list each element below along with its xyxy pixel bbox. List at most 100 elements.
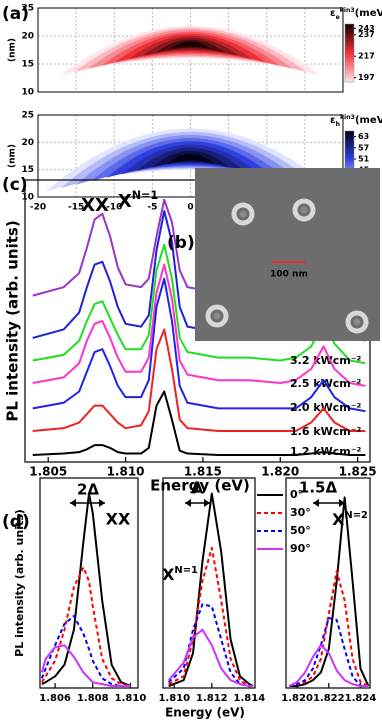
x-tick-label: 1.822 <box>313 693 345 704</box>
colorbar-tick-label: 51 <box>358 155 370 164</box>
contour-level <box>169 41 212 50</box>
annotation: XX <box>106 510 131 529</box>
colorbar-tick-label: 243 <box>358 24 375 33</box>
contour-level <box>167 153 214 164</box>
y-axis-label: PL intensity (arb. units) <box>4 220 22 421</box>
colorbar-label-unit: (meV) <box>355 8 382 19</box>
x-tick-label: 1.825 <box>339 465 377 479</box>
x-tick-label: 1.808 <box>77 693 109 704</box>
series-line <box>32 243 366 365</box>
nanoring <box>292 198 316 222</box>
series-label: 2.0 kWcm⁻² <box>290 401 362 414</box>
x-tick-label: 1.805 <box>29 465 67 479</box>
series-line <box>32 277 366 413</box>
x-tick-label: 1.812 <box>196 693 228 704</box>
series-line <box>41 492 131 687</box>
panel-label: (b) <box>167 233 195 253</box>
nanoring-core <box>239 210 247 218</box>
x-tick-label: 1.806 <box>39 693 71 704</box>
colorbar-label-base: ε <box>330 8 336 19</box>
series-line <box>32 390 366 456</box>
x-tick-label: -5 <box>147 203 157 213</box>
colorbar-label-sub: h <box>336 121 340 128</box>
series-label: 1.2 kWcm⁻² <box>290 445 362 458</box>
arrow-head <box>185 499 210 507</box>
x-tick-label: 1.810 <box>107 465 145 479</box>
y-axis-label: PL intensity (arb. units) <box>13 509 26 657</box>
series-line <box>168 547 254 688</box>
annotation-sup: N=1 <box>174 565 198 576</box>
x-tick-label: 1.820 <box>261 465 299 479</box>
x-tick-label: 0 <box>187 203 193 213</box>
y-tick-label: 15 <box>21 60 34 70</box>
panel-label: (a) <box>2 4 29 24</box>
colorbar-label-sup: kin3 <box>340 114 355 121</box>
nanoring-core <box>353 318 361 326</box>
series-line <box>41 566 131 688</box>
annotation: 1.5Δ <box>299 479 338 497</box>
series-line <box>32 328 366 432</box>
x-tick-label: 1.810 <box>158 693 190 704</box>
series-line <box>40 644 131 688</box>
series-line <box>168 492 254 687</box>
annotation: XN=1 <box>118 189 158 213</box>
colorbar-label: εekin3(meV) <box>330 7 382 21</box>
series-line <box>288 617 369 688</box>
colorbar-label-base: ε <box>330 115 336 126</box>
annotation-base: X <box>332 510 345 529</box>
plot-frame <box>37 114 344 198</box>
x-axis-label: Energy (eV) <box>165 706 245 720</box>
legend-label: 30° <box>290 506 311 519</box>
colorbar-tick-label: 63 <box>358 132 369 141</box>
x-tick-label: 1.815 <box>184 465 222 479</box>
y-tick-label: 20 <box>21 32 34 42</box>
x-tick-label: -10 <box>106 203 122 213</box>
annotation-sup: N=2 <box>344 510 368 521</box>
x-tick-label: -20 <box>30 203 46 213</box>
annotation-sup: N=1 <box>132 189 158 202</box>
series-line <box>167 628 254 688</box>
annotation-base: X <box>162 565 175 584</box>
colorbar-label-sup: kin3 <box>340 7 355 14</box>
y-tick-label: 10 <box>21 193 34 203</box>
y-axis-label: (nm) <box>8 38 18 62</box>
x-tick-label: 1.810 <box>115 693 147 704</box>
nanoring <box>231 202 255 226</box>
series-line <box>288 570 369 688</box>
plot-frame <box>285 477 371 689</box>
nanoring <box>345 310 369 334</box>
legend-label: 90° <box>290 542 311 555</box>
series-label: 3.2 kWcm⁻² <box>290 354 362 367</box>
colorbar-label-sub: e <box>336 14 340 21</box>
annotation: XN=1 <box>162 565 198 584</box>
nanoring <box>205 304 229 328</box>
colorbar-tick-label: 197 <box>358 73 375 82</box>
y-tick-label: 25 <box>21 4 34 14</box>
plot-frame <box>37 7 344 93</box>
series-label: 1.6 kWcm⁻² <box>290 425 362 438</box>
nanoring-core <box>300 206 308 214</box>
annotation: 2Δ <box>77 481 99 499</box>
colorbar-label-unit: (meV) <box>355 115 382 126</box>
y-tick-label: 10 <box>21 88 34 98</box>
annotation: Δ <box>191 479 203 497</box>
colorbar-tick-label: 57 <box>358 143 369 152</box>
y-tick-label: 15 <box>21 165 34 175</box>
annotation: XX <box>81 195 109 216</box>
x-axis-label: Energy (eV) <box>150 477 250 495</box>
legend-label: 0° <box>290 488 303 501</box>
panel-label: (d) <box>2 512 30 532</box>
plot-frame <box>162 477 256 689</box>
annotation: XN=2 <box>332 510 368 529</box>
colorbar-tick-label: 237 <box>358 30 375 39</box>
legend-label: 50° <box>290 524 311 537</box>
scale-bar-label: 100 nm <box>270 270 308 280</box>
x-tick-label: 1.824 <box>345 693 377 704</box>
colorbar-tick-label: 217 <box>358 52 375 61</box>
inset-image: 100 nm <box>195 168 380 341</box>
colorbar-label: εhkin3(meV) <box>330 114 382 128</box>
x-tick-label: 1.820 <box>281 693 313 704</box>
y-tick-label: 20 <box>21 138 34 148</box>
annotation-base: X <box>118 191 132 212</box>
